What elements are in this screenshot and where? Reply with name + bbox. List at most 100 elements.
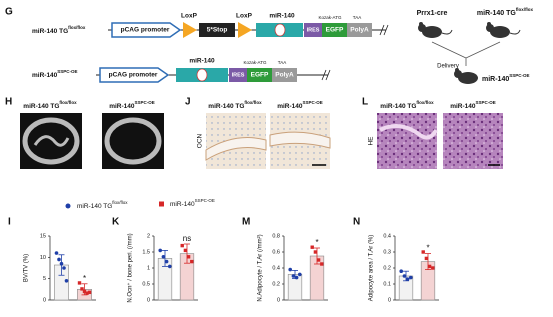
data-point (297, 272, 302, 277)
egfp (247, 68, 272, 82)
data-point (316, 258, 321, 262)
bone (104, 117, 162, 165)
stain-label: OCN (197, 133, 204, 148)
sup: SSPC-OE (57, 69, 77, 74)
y-tick-label: 0 (43, 297, 46, 303)
trabecula (379, 124, 438, 140)
egfp-label: EGFP (326, 27, 344, 34)
delivery-label: Delivery (437, 64, 459, 70)
mir-label: miR-140 (189, 58, 215, 65)
mouse (418, 22, 453, 38)
stop (199, 23, 235, 37)
taa-label: TAA (353, 15, 361, 20)
text: miR-140 TG (23, 103, 59, 110)
data-point (408, 275, 413, 280)
significance: ns (183, 234, 191, 243)
promoter-label: pCAG promoter (109, 72, 158, 79)
data-point (183, 248, 188, 253)
data-point (87, 290, 92, 295)
polya (272, 68, 297, 82)
panel-label: I (8, 217, 11, 228)
polya (347, 23, 372, 37)
data-point (59, 261, 64, 266)
text: miR-140 (450, 103, 476, 110)
y-tick-label: 0.8 (272, 233, 280, 239)
data-point (77, 281, 82, 285)
sup: flox/flox (112, 200, 128, 205)
sup: flox/flox (59, 100, 77, 105)
text: miR-140 TG (477, 10, 516, 17)
cross-lines (431, 41, 501, 66)
group-label: miR-140 TGflox/flox (380, 100, 434, 110)
data-point (158, 248, 163, 253)
group-label: miR-140SSPC-OE (109, 100, 155, 110)
y-tick-label: 0.4 (383, 233, 391, 239)
significance: * (83, 274, 86, 283)
sup: flox/flox (516, 7, 534, 12)
hairpin (274, 23, 286, 37)
sup: SSPC-OE (303, 100, 323, 105)
data-point (310, 245, 314, 249)
group-label: miR-140 TGflox/flox (208, 100, 262, 110)
sup: flox/flox (416, 100, 434, 105)
mir-label: miR-140 (269, 13, 295, 20)
y-tick-label: 15 (40, 233, 46, 239)
polya-label: PolyA (275, 72, 294, 79)
bone-edge (205, 137, 267, 161)
text: miR-140 TG (77, 203, 112, 210)
construct-name: miR-140 TGflox/flox (32, 25, 86, 35)
ires-label: IRES (307, 27, 320, 33)
group-label: miR-140 TGflox/flox (23, 100, 77, 110)
data-point (431, 266, 435, 270)
flox-label: miR-140 TGflox/flox (477, 7, 534, 17)
y-axis-label: Adipocyte area / T.Ar (%) (369, 235, 375, 302)
panel-label: G (5, 7, 13, 18)
data-point (80, 287, 84, 291)
data-point (190, 259, 194, 264)
cre-label: Prrx1-cre (417, 10, 448, 17)
data-point (405, 277, 410, 282)
text: miR-140 (170, 201, 195, 208)
mouse (454, 68, 478, 84)
y-tick-label: 5 (43, 276, 46, 282)
y-axis-label: N.Ocn⁺ / bone peri. (/mm) (127, 233, 134, 302)
y-tick-label: 0 (277, 297, 280, 303)
ires (229, 68, 247, 82)
panel-label: H (5, 97, 12, 108)
panel-label: L (362, 97, 368, 108)
polya-label: PolyA (350, 27, 369, 34)
data-point (54, 251, 59, 255)
text: miR-140 (482, 76, 509, 83)
data-point (62, 266, 66, 270)
egfp-label: EGFP (251, 72, 269, 79)
y-tick-label: 0.5 (142, 281, 150, 287)
panel-label: J (185, 97, 191, 108)
group-label: miR-140SSPC-OE (450, 100, 496, 110)
data-point (64, 279, 69, 283)
he-image (443, 113, 503, 169)
kozak-label: Kozak-ATG (319, 15, 342, 20)
data-point (427, 264, 432, 269)
data-point (82, 289, 87, 294)
hairpin (196, 68, 208, 82)
break (379, 24, 389, 36)
legend-marker (159, 201, 164, 207)
data-point (424, 256, 429, 261)
promoter-label: pCAG promoter (121, 27, 170, 34)
data-point (421, 250, 425, 254)
loxp-label: LoxP (236, 13, 253, 20)
loxp (238, 22, 252, 38)
y-axis-label: BV/TV (%) (24, 254, 30, 282)
y-tick-label: 2 (147, 233, 150, 239)
y-tick-label: 10 (40, 255, 46, 261)
y-tick-label: 0.6 (272, 249, 280, 255)
trabecula (33, 135, 70, 147)
data-point (294, 275, 299, 280)
data-point (288, 267, 293, 272)
offspring-label: miR-140SSPC-OE (482, 73, 530, 83)
sup: flox/flox (68, 25, 86, 30)
loxp (183, 22, 197, 38)
text: miR-140 TG (32, 28, 68, 35)
y-axis-label: N.Adipocyte / T.Ar (/mm²) (258, 234, 264, 301)
